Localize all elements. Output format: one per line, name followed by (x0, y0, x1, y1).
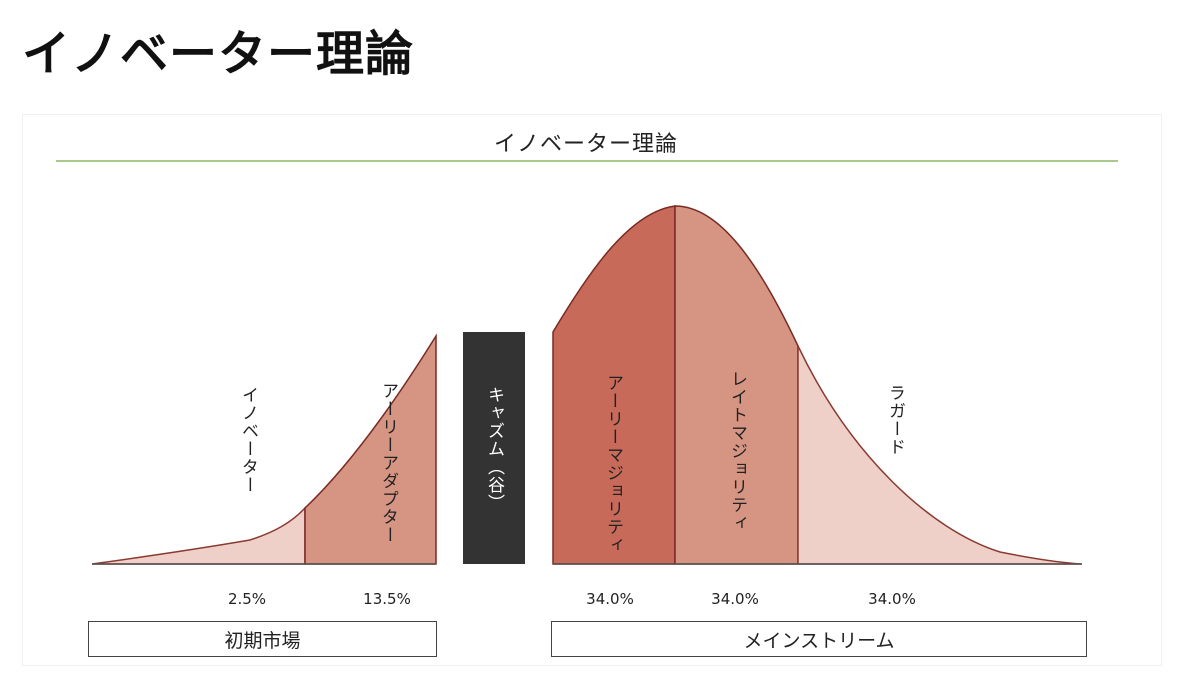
market-mainstream-label: メインストリーム (743, 629, 895, 652)
page-heading: イノベーター理論 (22, 26, 415, 82)
label-early-adopter: アーリーアダプター (378, 382, 398, 544)
segment-chasm (463, 332, 525, 564)
percent-late-majority: 34.0% (711, 590, 759, 608)
label-innovator: イノベーター (238, 386, 258, 494)
label-late-majority: レイトマジョリティ (727, 370, 747, 532)
segment-laggard (797, 345, 1083, 565)
market-early-box: 初期市場 (88, 621, 437, 657)
label-chasm: キャズム（谷） (484, 386, 504, 512)
segment-innovator (91, 506, 306, 565)
percent-early-adopter: 13.5% (363, 590, 411, 608)
market-early-label: 初期市場 (224, 629, 301, 652)
segment-early-adopter (304, 333, 437, 565)
segment-late-majority (674, 205, 799, 565)
label-laggard: ラガード (885, 384, 905, 456)
segment-early-majority (552, 205, 676, 565)
diagram-title: イノベーター理論 (493, 132, 678, 157)
market-mainstream-box: メインストリーム (551, 621, 1087, 657)
percent-early-majority: 34.0% (586, 590, 634, 608)
percent-innovator: 2.5% (227, 590, 267, 608)
label-early-majority: アーリーマジョリティ (603, 374, 623, 554)
percent-laggard: 34.0% (868, 590, 916, 608)
